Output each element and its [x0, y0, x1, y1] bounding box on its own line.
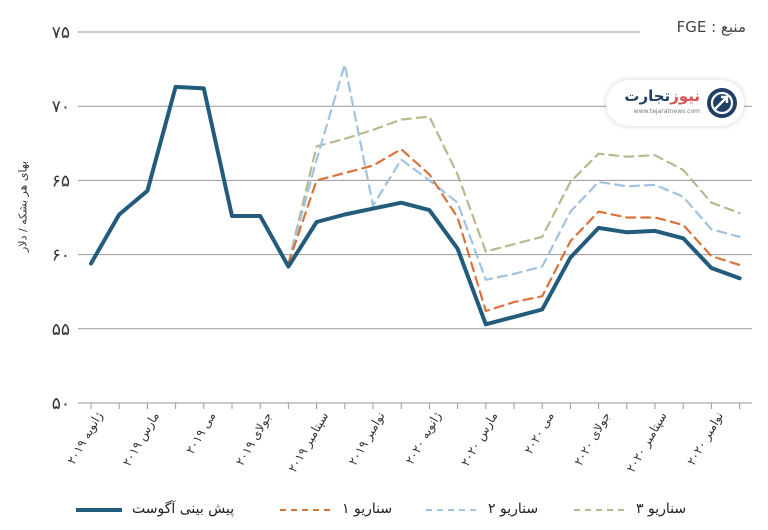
y-tick-label: ۶۰ — [52, 246, 70, 266]
x-tick-label: مارس ۲۰۱۹ — [120, 410, 163, 470]
legend-item-scenario2: سناریو ۲ — [426, 497, 556, 525]
legend-item-scenario3: سناریو ۳ — [574, 497, 724, 525]
legend: پیش بینی آگوست سناریو ۱ سناریو ۲ سناریو … — [0, 497, 768, 525]
logo-main: تجارت — [624, 87, 671, 105]
legend-swatch-scenario1 — [280, 509, 330, 511]
series-line-forecast-aug — [89, 84, 742, 327]
legend-swatch-forecast-aug — [76, 508, 122, 512]
x-tick-label: سپتامبر ۲۰۲۰ — [624, 410, 671, 476]
source-label: منبع : FGE — [676, 18, 746, 36]
y-tick-label: ۷۵ — [52, 23, 70, 43]
legend-label-scenario2: سناریو ۲ — [488, 501, 539, 517]
logo-url: www.tejaratnews.com — [633, 108, 700, 115]
brand-logo: نیوزتجارت www.tejaratnews.com — [606, 80, 744, 126]
y-tick-label: ۷۰ — [52, 97, 70, 117]
x-tick-label: جولای ۲۰۱۹ — [233, 410, 276, 469]
logo-emblem-icon — [707, 88, 737, 118]
source-label-backdrop — [640, 20, 760, 44]
legend-item-forecast-aug: پیش بینی آگوست — [76, 497, 266, 525]
x-tick-label: نوامبر ۲۰۱۹ — [346, 410, 389, 469]
x-tick-label: می ۲۰۲۰ — [522, 410, 557, 457]
x-tick-label: ژانویه ۲۰۲۰ — [403, 409, 445, 467]
logo-accent: نیوز — [670, 87, 700, 105]
series-line-scenario3 — [287, 115, 741, 265]
x-tick-label: مارس ۲۰۲۰ — [458, 410, 501, 470]
legend-swatch-scenario3 — [574, 509, 624, 511]
y-axis-label: بهای هر بشکه / دلار — [16, 161, 30, 252]
series-line-scenario2 — [287, 63, 741, 281]
series-line-scenario1 — [287, 148, 741, 313]
x-tick-label: ژانویه ۲۰۱۹ — [64, 409, 106, 467]
y-tick-label: ۵۵ — [52, 320, 70, 340]
x-tick-label: می ۲۰۱۹ — [183, 410, 218, 457]
legend-swatch-scenario2 — [426, 509, 476, 511]
legend-label-forecast-aug: پیش بینی آگوست — [132, 501, 235, 517]
x-tick-label: جولای ۲۰۲۰ — [571, 410, 614, 469]
legend-label-scenario3: سناریو ۳ — [636, 501, 687, 517]
x-tick-label: نوامبر ۲۰۲۰ — [684, 410, 727, 469]
legend-label-scenario1: سناریو ۱ — [342, 501, 393, 517]
y-tick-label: ۵۰ — [52, 394, 70, 414]
x-tick-label: سپتامبر ۲۰۱۹ — [285, 410, 332, 476]
legend-item-scenario1: سناریو ۱ — [280, 497, 410, 525]
y-tick-label: ۶۵ — [52, 171, 70, 191]
logo-wordmark: نیوزتجارت — [624, 87, 700, 105]
